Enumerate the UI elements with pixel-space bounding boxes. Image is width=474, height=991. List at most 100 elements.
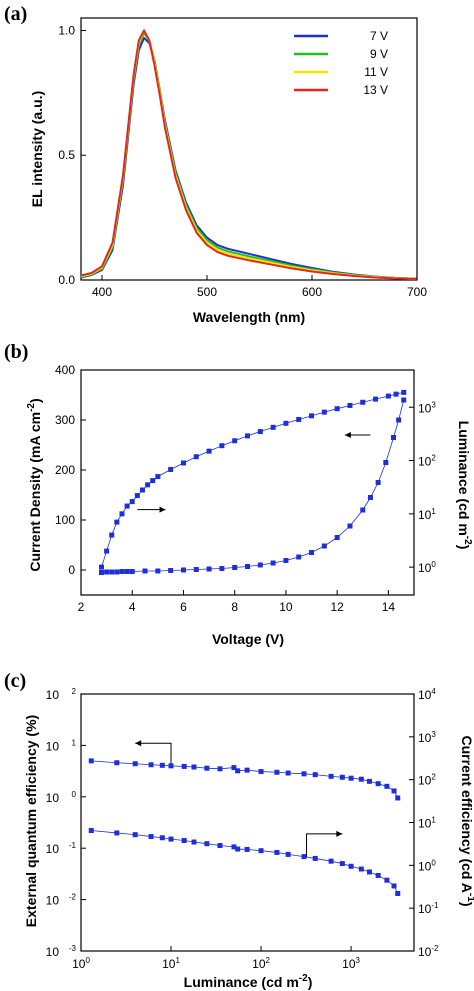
panel-label-c: (c) — [4, 670, 26, 692]
current-density-point — [245, 564, 250, 569]
y-tick-label-c: 10 1 — [46, 738, 77, 753]
eqe-point — [159, 762, 165, 768]
current-density-point — [367, 495, 373, 500]
chart-a: (a) 7 V 9 V 11 V 13 V 400 500 600 700 0.0 0.5 1.… — [4, 3, 427, 325]
eqe-point — [384, 783, 390, 789]
eqe-point — [88, 758, 94, 764]
luminance-point — [257, 429, 263, 435]
y-tick-label-a: 1.0 — [58, 23, 75, 37]
x-tick-label-b: 10 — [279, 600, 293, 614]
luminance-point — [145, 482, 151, 488]
y-tick-label-c: 10 -3 — [46, 944, 77, 959]
current-efficiency-point — [375, 872, 381, 878]
eqe-point — [231, 765, 237, 771]
eqe-point — [358, 776, 364, 782]
current-density-point — [119, 569, 125, 574]
x-tick-label-c: 100 — [72, 956, 90, 971]
current-density-point — [296, 554, 302, 560]
eqe-point — [217, 766, 223, 772]
luminance-line — [101, 392, 404, 568]
legend-label: 9 V — [370, 47, 388, 61]
current-density-left-arrow-head — [344, 432, 351, 438]
x-axis-title-c: Luminance (cd m-2) — [184, 973, 313, 990]
y2-axis-title-b: Luminance (cd m-2) — [456, 421, 473, 550]
y2-tick-label-c: 101 — [418, 816, 436, 831]
current-efficiency-point — [274, 849, 280, 855]
y-tick-label-b: 100 — [55, 513, 75, 527]
plot-frame-a — [80, 17, 418, 281]
y2-tick-label-b: 100 — [418, 560, 436, 575]
current-efficiency-point — [348, 863, 354, 869]
eqe-point — [348, 775, 354, 781]
luminance-point — [360, 399, 366, 405]
luminance-point — [168, 466, 174, 472]
current-efficiency-point — [148, 834, 154, 840]
current-density-point — [283, 558, 289, 563]
luminance-point — [104, 548, 110, 554]
panel-label-a: (a) — [4, 3, 27, 25]
y2-tick-label-c: 103 — [418, 730, 436, 745]
y-tick-label-a: 0.5 — [58, 148, 75, 162]
eqe-point — [274, 769, 280, 775]
current-density-point — [124, 569, 130, 574]
current-density-point — [180, 567, 186, 573]
luminance-point — [155, 474, 161, 480]
luminance-point — [109, 532, 115, 538]
x-tick-label-b: 2 — [78, 600, 85, 614]
current-density-point — [309, 550, 315, 555]
current-efficiency-point — [366, 869, 372, 875]
x-tick-label-c: 101 — [162, 956, 180, 971]
luminance-point — [129, 499, 135, 505]
current-density-point — [104, 569, 110, 575]
current-density-point — [129, 569, 135, 574]
x-tick-label-a: 600 — [302, 285, 322, 299]
current-efficiency-point — [204, 841, 210, 847]
plot-frame-b — [80, 369, 415, 596]
current-efficiency-point — [339, 861, 345, 867]
legend-label: 13 V — [363, 83, 388, 97]
luminance-point — [296, 416, 302, 422]
luminance-point — [219, 443, 225, 449]
eqe-point — [366, 778, 372, 784]
current-density-point — [360, 507, 366, 513]
current-density-point — [114, 569, 120, 575]
current-efficiency-point — [395, 890, 401, 896]
y2-tick-label-b: 101 — [418, 507, 436, 522]
eqe-point — [395, 795, 401, 801]
current-efficiency-point — [384, 877, 390, 883]
current-efficiency-point — [88, 828, 94, 834]
eqe-left-arrow-head — [135, 740, 142, 747]
eqe-point — [375, 781, 381, 787]
x-tick-label-a: 400 — [92, 285, 112, 299]
current-efficiency-point — [168, 836, 174, 842]
eqe-point — [258, 769, 264, 775]
eqe-point — [181, 763, 187, 769]
y-tick-label-c: 10 2 — [46, 687, 77, 702]
eqe-point — [301, 771, 307, 777]
luminance-point — [206, 448, 212, 454]
current-efficiency-point — [231, 844, 237, 850]
current-density-point — [334, 535, 340, 540]
y2-axis-title-c: Current efficiency (cd A-1) — [459, 736, 474, 907]
current-density-point — [396, 417, 402, 423]
plot-frame-c — [80, 693, 415, 952]
luminance-point — [119, 511, 125, 517]
y2-tick-label-c: 10-2 — [418, 944, 439, 959]
y2-tick-label-b: 103 — [418, 400, 436, 415]
current-efficiency-point — [159, 835, 165, 841]
current-efficiency-point — [391, 883, 397, 889]
luminance-point — [245, 433, 250, 439]
y2-tick-label-c: 100 — [418, 858, 436, 873]
luminance-point — [124, 503, 130, 509]
current-efficiency-point — [217, 843, 223, 849]
current-density-point — [206, 566, 212, 572]
x-tick-label-c: 103 — [342, 956, 360, 971]
current-efficiency-point — [235, 846, 241, 852]
luminance-point — [150, 478, 156, 484]
current-density-point — [109, 569, 115, 575]
legend-label: 7 V — [370, 29, 388, 43]
current-density-point — [168, 568, 174, 573]
luminance-point — [114, 519, 120, 525]
eqe-point — [148, 762, 154, 768]
luminance-point — [393, 391, 399, 397]
